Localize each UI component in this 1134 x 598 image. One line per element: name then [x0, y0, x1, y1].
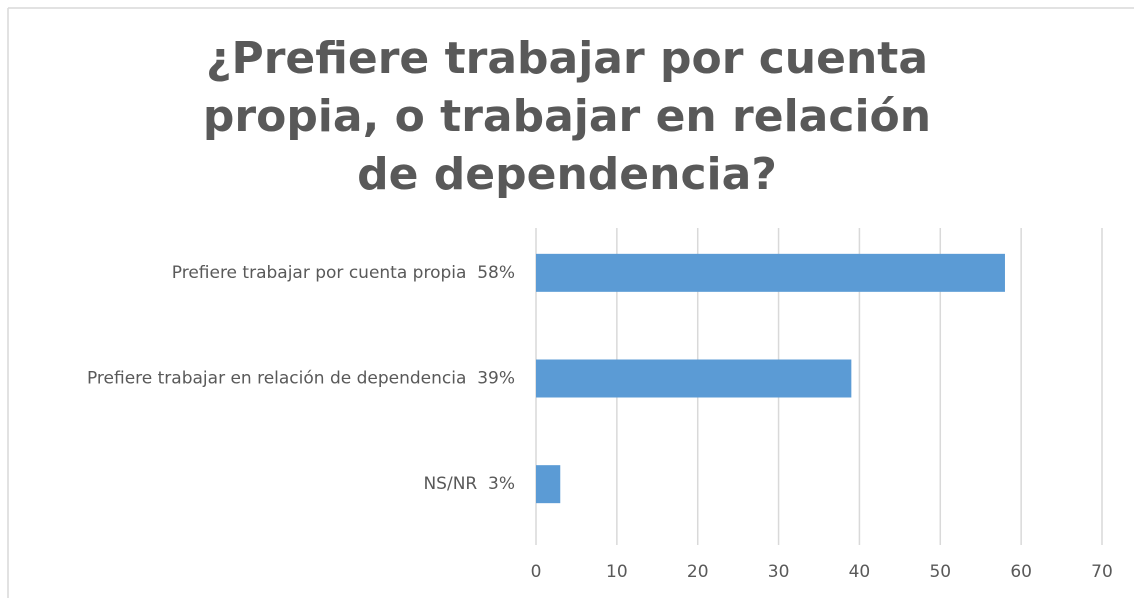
x-tick-label: 0: [531, 562, 542, 582]
x-tick-label: 40: [849, 562, 871, 582]
bar: [536, 253, 1005, 292]
y-tick-label: Prefiere trabajar en relación de depende…: [87, 369, 515, 389]
x-tick-label: 30: [768, 562, 790, 582]
x-tick-label: 70: [1091, 562, 1113, 582]
bar: [536, 465, 561, 504]
x-tick-label: 50: [929, 562, 951, 582]
chart-title: ¿Prefiere trabajar por cuenta propia, o …: [202, 33, 932, 200]
x-tick-label: 60: [1010, 562, 1032, 582]
bar: [536, 359, 852, 398]
x-tick-label: 20: [687, 562, 709, 582]
x-tick-label: 10: [606, 562, 628, 582]
y-tick-label: NS/NR 3%: [423, 474, 515, 494]
y-tick-label: Prefiere trabajar por cuenta propia 58%: [172, 263, 515, 283]
